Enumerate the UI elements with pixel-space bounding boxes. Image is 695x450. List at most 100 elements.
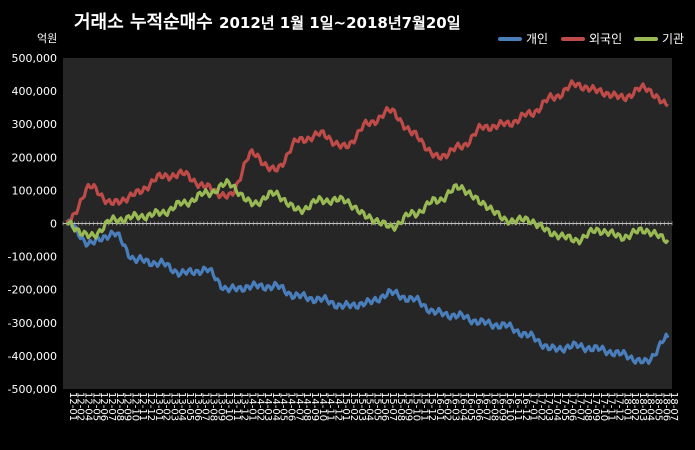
x-tick-label: 14-10 — [317, 392, 328, 421]
series-line — [65, 79, 669, 225]
x-tick-label: 16-10 — [504, 392, 515, 421]
chart-title: 거래소 누적순매수 2012년 1월 1일~2018년7월20일 — [74, 8, 461, 34]
y-tick-label: 100,000 — [12, 184, 58, 197]
x-tick-label: 13-06 — [192, 392, 203, 421]
x-tick-label: 15-04 — [364, 392, 375, 421]
x-tick-label: 17-09 — [590, 392, 601, 421]
x-tick-label: 14-03 — [262, 392, 273, 421]
x-tick-label: 13-09 — [215, 392, 226, 421]
y-tick-label: 200,000 — [12, 151, 58, 164]
x-tick-label: 14-06 — [286, 392, 297, 421]
x-tick-label: 13-07 — [200, 392, 211, 421]
x-tick-label: 17-07 — [574, 392, 585, 421]
x-tick-label: 12-11 — [137, 392, 148, 421]
x-tick-label: 16-12 — [520, 392, 531, 421]
x-tick-label: 16-09 — [496, 392, 507, 421]
x-tick-label: 16-04 — [457, 392, 468, 421]
x-tick-label: 16-11 — [512, 392, 523, 421]
x-tick-label: 12-05 — [90, 392, 101, 421]
x-tick-label: 13-05 — [184, 392, 195, 421]
x-tick-label: 17-04 — [551, 392, 562, 421]
y-tick-label: -100,000 — [8, 251, 57, 264]
x-tick-label: 13-01 — [153, 392, 164, 421]
x-tick-label: 18-01 — [621, 392, 632, 421]
x-axis: 12-0112-0212-0412-0512-0612-0712-0812-09… — [62, 221, 679, 421]
x-tick-label: 15-10 — [410, 392, 421, 421]
y-tick-label: 400,000 — [12, 85, 58, 98]
y-tick-label: -400,000 — [8, 350, 57, 363]
x-tick-label: 12-04 — [83, 392, 94, 421]
x-tick-label: 12-02 — [75, 392, 86, 421]
x-tick-label: 14-01 — [246, 392, 257, 421]
x-tick-label: 17-12 — [613, 392, 624, 421]
x-tick-label: 18-02 — [629, 392, 640, 421]
x-tick-label: 16-02 — [442, 392, 453, 421]
x-tick-label: 17-08 — [582, 392, 593, 421]
x-tick-label: 12-12 — [145, 392, 156, 421]
legend-swatch-institution — [634, 36, 658, 41]
x-tick-label: 14-09 — [309, 392, 320, 421]
x-tick-label: 16-06 — [473, 392, 484, 421]
x-tick-label: 18-04 — [645, 392, 656, 421]
x-tick-label: 13-08 — [207, 392, 218, 421]
x-tick-label: 17-06 — [567, 392, 578, 421]
legend-swatch-foreign — [561, 36, 585, 41]
y-tick-label: 500,000 — [12, 52, 58, 65]
x-tick-label: 13-10 — [223, 392, 234, 421]
x-tick-label: 14-05 — [278, 392, 289, 421]
x-tick-label: 12-10 — [129, 392, 140, 421]
x-tick-label: 15-07 — [387, 392, 398, 421]
chart-subtitle: 2012년 1월 1일~2018년7월20일 — [219, 14, 461, 32]
x-tick-label: 16-01 — [434, 392, 445, 421]
legend-label-individual: 개인 — [526, 32, 549, 46]
x-tick-label: 16-03 — [449, 392, 460, 421]
x-tick-label: 18-07 — [668, 392, 679, 421]
x-tick-label: 15-12 — [426, 392, 437, 421]
x-tick-label: 17-02 — [535, 392, 546, 421]
x-tick-label: 16-05 — [465, 392, 476, 421]
x-tick-label: 15-02 — [348, 392, 359, 421]
x-tick-label: 18-06 — [660, 392, 671, 421]
legend-label-foreign: 외국인 — [589, 32, 623, 46]
x-tick-label: 13-04 — [176, 392, 187, 421]
y-tick-label: 0 — [50, 218, 57, 231]
y-tick-label: -500,000 — [8, 383, 57, 396]
chart-title-main: 거래소 누적순매수 — [74, 12, 213, 33]
x-tick-label: 13-11 — [231, 392, 242, 421]
x-tick-label: 13-02 — [161, 392, 172, 421]
legend-item-individual: 개인 — [498, 30, 548, 47]
x-tick-label: 17-01 — [528, 392, 539, 421]
legend-item-institution: 기관 — [634, 30, 684, 47]
x-tick-label: 12-01 — [67, 392, 78, 421]
x-tick-label: 17-05 — [559, 392, 570, 421]
x-tick-label: 18-05 — [652, 392, 663, 421]
legend-label-institution: 기관 — [662, 32, 685, 46]
x-tick-label: 16-08 — [489, 392, 500, 421]
x-tick-label: 15-08 — [395, 392, 406, 421]
series-lines — [65, 79, 670, 365]
x-tick-label: 15-06 — [379, 392, 390, 421]
y-tick-label: 300,000 — [12, 118, 58, 131]
x-tick-label: 12-06 — [98, 392, 109, 421]
x-tick-label: 13-03 — [168, 392, 179, 421]
unit-label: 억원 — [37, 32, 58, 45]
x-tick-label: 14-11 — [325, 392, 336, 421]
x-tick-label: 14-07 — [293, 392, 304, 421]
x-tick-label: 18-03 — [637, 392, 648, 421]
x-tick-label: 17-03 — [543, 392, 554, 421]
y-axis: 500,000 400,000 300,000 200,000 100,000 0 -100… — [8, 52, 672, 396]
x-tick-label: 12-08 — [114, 392, 125, 421]
x-tick-label: 15-09 — [403, 392, 414, 421]
y-tick-label: -200,000 — [8, 284, 57, 297]
x-tick-label: 12-07 — [106, 392, 117, 421]
x-tick-label: 15-05 — [371, 392, 382, 421]
legend-item-foreign: 외국인 — [561, 30, 622, 47]
x-tick-label: 16-07 — [481, 392, 492, 421]
series-line — [65, 218, 670, 365]
x-tick-label: 14-04 — [270, 392, 281, 421]
x-tick-label: 15-01 — [340, 392, 351, 421]
x-tick-label: 14-02 — [254, 392, 265, 421]
x-tick-label: 14-12 — [332, 392, 343, 421]
x-tick-label: 12-09 — [122, 392, 133, 421]
